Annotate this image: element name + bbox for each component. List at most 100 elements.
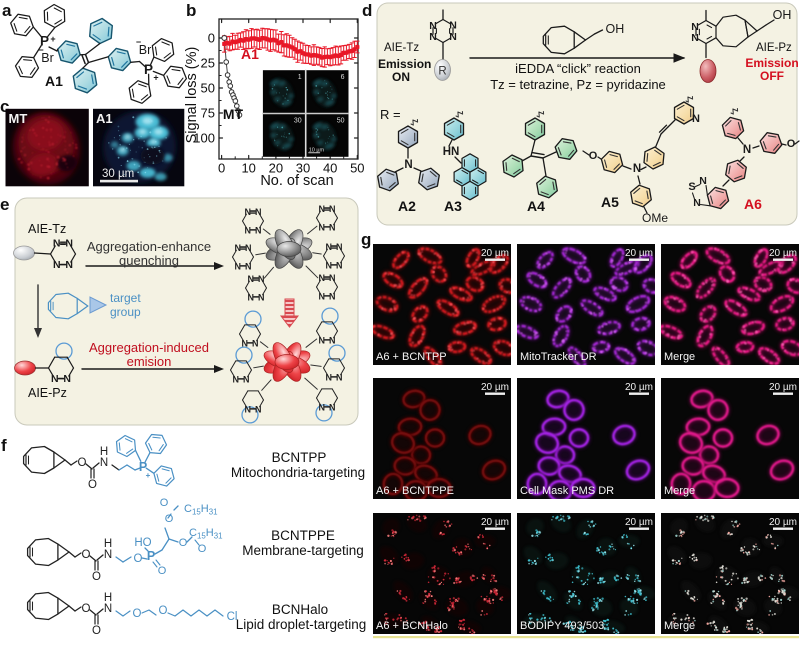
svg-text:OFF: OFF <box>760 69 784 83</box>
svg-text:Cell Mask PMS DR: Cell Mask PMS DR <box>520 485 614 497</box>
svg-text:N: N <box>336 242 343 252</box>
svg-text:N: N <box>691 21 699 33</box>
svg-text:O: O <box>165 513 174 525</box>
svg-text:N: N <box>691 32 699 44</box>
svg-text:A5: A5 <box>601 194 619 210</box>
svg-text:H: H <box>104 592 112 604</box>
svg-text:N: N <box>449 31 457 43</box>
svg-text:H: H <box>104 538 112 550</box>
svg-text:Aggregation-enhance: Aggregation-enhance <box>87 239 211 254</box>
svg-text:O: O <box>82 549 91 561</box>
svg-text:A4: A4 <box>527 198 545 214</box>
svg-text:BCNHalo: BCNHalo <box>272 602 328 617</box>
svg-text:A1: A1 <box>96 111 113 126</box>
svg-text:N: N <box>743 144 751 156</box>
svg-text:BCNTPP: BCNTPP <box>272 450 327 465</box>
svg-text:N: N <box>429 20 437 32</box>
svg-text:N: N <box>104 603 112 615</box>
svg-text:N: N <box>248 292 255 302</box>
svg-text:iEDDA “click” reaction: iEDDA “click” reaction <box>515 61 641 76</box>
svg-text:N: N <box>235 261 242 271</box>
svg-text:Tz = tetrazine, Pz = pyridazin: Tz = tetrazine, Pz = pyridazine <box>490 77 666 92</box>
svg-text:N: N <box>319 204 326 214</box>
svg-text:N: N <box>255 225 262 235</box>
svg-text:N: N <box>248 274 255 284</box>
svg-text:N: N <box>329 273 336 283</box>
svg-text:N: N <box>233 374 240 384</box>
svg-text:N: N <box>245 225 252 235</box>
svg-text:R: R <box>438 66 446 78</box>
svg-text:ON: ON <box>392 70 410 84</box>
svg-text:N: N <box>449 20 457 32</box>
svg-text:20 µm: 20 µm <box>769 248 797 259</box>
svg-text:Aggregation-induced: Aggregation-induced <box>89 340 209 355</box>
svg-text:N: N <box>329 291 336 301</box>
svg-text:0: 0 <box>218 161 225 176</box>
svg-text:No. of scan: No. of scan <box>260 173 333 189</box>
svg-text:N: N <box>53 237 61 249</box>
svg-text:N: N <box>245 261 252 271</box>
svg-text:f: f <box>1 436 7 455</box>
svg-text:20 µm: 20 µm <box>769 382 797 393</box>
svg-text:20 µm: 20 µm <box>625 517 653 528</box>
svg-text:e: e <box>0 195 9 214</box>
svg-text:20 µm: 20 µm <box>625 248 653 259</box>
svg-text:N: N <box>252 338 259 348</box>
svg-text:20 µm: 20 µm <box>769 517 797 528</box>
svg-text:25: 25 <box>201 56 215 71</box>
svg-text:AIE-Pz: AIE-Pz <box>756 42 792 54</box>
svg-text:target: target <box>110 291 141 305</box>
svg-text:N: N <box>429 31 437 43</box>
svg-text:N: N <box>326 372 333 382</box>
svg-text:A6 + BCNTPP: A6 + BCNTPP <box>376 351 447 363</box>
svg-text:N: N <box>51 373 59 385</box>
svg-text:AIE-Pz: AIE-Pz <box>28 386 67 400</box>
svg-text:N: N <box>404 159 412 171</box>
svg-text:O: O <box>198 543 207 555</box>
svg-text:N: N <box>255 207 262 217</box>
svg-text:Br: Br <box>139 43 152 57</box>
svg-text:N: N <box>65 237 73 249</box>
svg-text:N: N <box>319 222 326 232</box>
svg-text:b: b <box>186 1 196 20</box>
svg-text:S: S <box>688 181 695 193</box>
svg-text:N: N <box>245 404 252 414</box>
svg-text:O: O <box>134 553 143 565</box>
svg-text:MitoTracker DR: MitoTracker DR <box>520 351 597 363</box>
svg-text:N: N <box>243 374 250 384</box>
svg-text:Merge: Merge <box>664 485 695 497</box>
svg-text:MT: MT <box>9 111 28 126</box>
svg-text:N: N <box>329 402 336 412</box>
svg-text:20 µm: 20 µm <box>481 382 509 393</box>
svg-text:O: O <box>78 457 87 469</box>
svg-text:6: 6 <box>341 74 345 81</box>
svg-text:50: 50 <box>350 161 364 176</box>
svg-text:N: N <box>245 207 252 217</box>
svg-text:Merge: Merge <box>664 620 695 632</box>
svg-text:Emission: Emission <box>378 57 431 71</box>
svg-text:+: + <box>146 471 151 480</box>
svg-text:Lipid droplet-targeting: Lipid droplet-targeting <box>236 617 367 632</box>
svg-text:O: O <box>179 537 188 549</box>
svg-text:N: N <box>319 335 326 345</box>
svg-text:20 µm: 20 µm <box>625 382 653 393</box>
svg-text:HN: HN <box>443 146 460 158</box>
svg-text:emision: emision <box>127 354 172 369</box>
svg-text:O: O <box>589 150 598 162</box>
svg-text:Mitochondria-targeting: Mitochondria-targeting <box>231 465 365 480</box>
svg-text:O: O <box>92 625 101 637</box>
svg-text:30: 30 <box>294 118 302 125</box>
svg-text:A3: A3 <box>444 198 462 214</box>
svg-text:N: N <box>329 335 336 345</box>
svg-text:N: N <box>692 113 700 125</box>
svg-text:0: 0 <box>208 31 215 46</box>
svg-text:+: + <box>153 73 158 83</box>
svg-text:a: a <box>2 1 12 20</box>
svg-text:75: 75 <box>201 106 215 121</box>
svg-text:50: 50 <box>337 118 345 125</box>
svg-text:A1: A1 <box>45 73 63 89</box>
svg-text:N: N <box>255 404 262 414</box>
svg-text:OMe: OMe <box>642 211 668 225</box>
svg-text:A1: A1 <box>241 46 259 62</box>
svg-text:Merge: Merge <box>664 351 695 363</box>
